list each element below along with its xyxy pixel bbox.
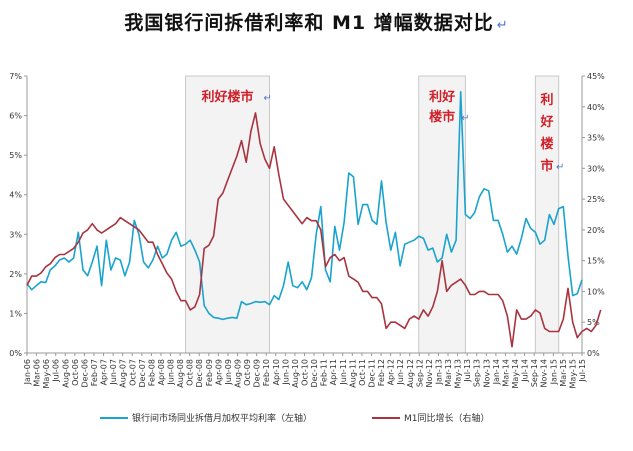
x-tick-label: Mar-15	[559, 359, 568, 387]
x-tick-label: Jun-12	[396, 359, 405, 386]
chart-title-text: 我国银行间拆借利率和 M1 增幅数据对比	[124, 12, 494, 34]
series-line-2	[26, 112, 602, 348]
highlight-regions	[185, 75, 560, 354]
x-tick-label: Dec-11	[367, 359, 376, 388]
annotation-mark-2: ↵	[461, 113, 469, 124]
x-tick-label: Nov-14	[540, 359, 549, 387]
axes: 0% 1% 2% 3% 4% 5% 6% 7% 0% 5% 10% 15% 20% 25% 30% 35% 40…	[9, 72, 605, 388]
right-tick-label: 10%	[587, 287, 605, 296]
x-tick-label: Mar-06	[33, 359, 42, 387]
x-tick-label: Jan-15	[549, 359, 558, 385]
x-tick-label: Dec-08	[195, 359, 204, 388]
x-tick-label: Jan-06	[23, 359, 32, 385]
x-tick-label: Feb-09	[205, 359, 214, 386]
x-tick-label: Mar-13	[444, 359, 453, 387]
x-tick-label: Oct-07	[128, 359, 137, 386]
x-tick-label: Aug-11	[348, 359, 357, 388]
x-tick-label: Jan-13	[434, 359, 443, 385]
x-tick-label: Apr-12	[387, 359, 396, 385]
x-tick-label: Aug-07	[119, 359, 128, 388]
left-tick-label: 2%	[9, 270, 22, 279]
highlight-region-1	[185, 75, 271, 354]
annotation-mark-3: ↵	[556, 162, 564, 173]
legend: 银行间市场同业拆借月加权平均利率（左轴） M1同比增长（右轴）	[100, 412, 490, 424]
right-tick-label: 0%	[587, 349, 600, 358]
title-return-mark: ↵	[496, 18, 509, 33]
x-tick-label: Jul-06	[52, 359, 61, 383]
x-tick-label: Apr-11	[329, 359, 338, 385]
x-tick-label: Oct-09	[243, 359, 252, 386]
right-tick-label: 5%	[587, 318, 600, 327]
x-tick-label: Dec-07	[138, 359, 147, 388]
left-tick-label: 3%	[9, 230, 22, 239]
annotation-label-1: 利好楼市	[202, 89, 254, 105]
x-tick-label: Feb-10	[262, 359, 271, 386]
x-tick-label: Sep-12	[415, 359, 424, 387]
x-tick-label: Oct-06	[71, 359, 80, 386]
x-tick-label: Sep-14	[530, 359, 539, 387]
legend-label-2: M1同比增长（右轴）	[404, 412, 490, 424]
series-line-1	[26, 91, 583, 321]
x-tick-label: Jun-08	[167, 359, 176, 386]
right-tick-label: 35%	[587, 134, 605, 143]
x-tick-label: Feb-11	[320, 359, 329, 386]
right-tick-label: 25%	[587, 195, 605, 204]
x-tick-label: Dec-10	[310, 359, 319, 388]
annotation-mark-1: ↵	[264, 93, 272, 104]
chart-title: 我国银行间拆借利率和 M1 增幅数据对比 ↵	[0, 8, 633, 35]
x-tick-label: Jan-14	[492, 359, 501, 385]
x-tick-label: Oct-11	[358, 359, 367, 386]
x-tick-label: Apr-08	[157, 359, 166, 385]
right-tick-label: 45%	[587, 72, 605, 81]
x-tick-label: Mar-14	[501, 359, 510, 387]
x-tick-label: Aug-09	[234, 359, 243, 388]
annotation-label-3: 利好楼市	[540, 92, 554, 174]
x-tick-label: Aug-12	[406, 359, 415, 388]
x-tick-label: May-14	[511, 359, 520, 388]
x-tick-label: Jul-15	[578, 359, 587, 383]
x-tick-label: Apr-09	[214, 359, 223, 385]
right-tick-label: 15%	[587, 257, 605, 266]
left-tick-label: 0%	[9, 349, 22, 358]
x-tick-label: Feb-07	[90, 359, 99, 386]
x-tick-label: Sep-13	[473, 359, 482, 387]
x-tick-label: Aug-08	[176, 359, 185, 388]
right-tick-label: 20%	[587, 226, 605, 235]
x-tick-label: Oct-10	[301, 359, 310, 386]
left-tick-label: 4%	[9, 191, 22, 200]
x-tick-label: Dec-06	[80, 359, 89, 388]
x-tick-label: May-06	[42, 359, 51, 388]
x-tick-label: Nov-13	[482, 359, 491, 387]
x-tick-label: Jun-09	[224, 359, 233, 386]
x-tick-label: Feb-12	[377, 359, 386, 386]
annotations: 利好楼市 ↵ 利好楼市 ↵利好楼市 ↵	[202, 89, 565, 174]
x-tick-label: Nov-12	[425, 359, 434, 387]
x-tick-label: May-15	[568, 359, 577, 388]
right-tick-label: 40%	[587, 103, 605, 112]
x-tick-label: Jun-10	[281, 359, 290, 386]
left-tick-label: 5%	[9, 151, 22, 160]
annotation-label-2: 利好楼市	[429, 89, 455, 125]
x-tick-label: Aug-10	[291, 359, 300, 388]
x-tick-label: Jul-14	[521, 359, 530, 383]
x-tick-label: Feb-08	[147, 359, 156, 386]
x-tick-label: Apr-10	[272, 359, 281, 385]
x-tick-label: May-13	[454, 359, 463, 388]
x-tick-label: Apr-07	[100, 359, 109, 385]
x-tick-label: Jul-13	[463, 359, 472, 383]
x-tick-label: Jun-07	[109, 359, 118, 386]
left-tick-label: 6%	[9, 112, 22, 121]
x-tick-label: Jun-11	[339, 359, 348, 386]
x-tick-label: Oct-08	[186, 359, 195, 386]
left-tick-label: 7%	[9, 72, 22, 81]
legend-label-1: 银行间市场同业拆借月加权平均利率（左轴）	[132, 412, 312, 424]
series-lines	[26, 91, 602, 348]
left-tick-label: 1%	[9, 309, 22, 318]
x-tick-label: Dec-09	[253, 359, 262, 388]
x-tick-label: Aug-06	[61, 359, 70, 388]
right-tick-label: 30%	[587, 164, 605, 173]
